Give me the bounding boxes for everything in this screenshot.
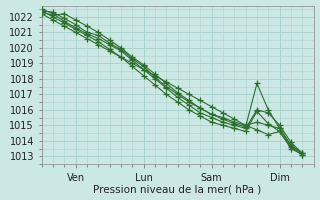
X-axis label: Pression niveau de la mer( hPa ): Pression niveau de la mer( hPa ) bbox=[93, 184, 262, 194]
